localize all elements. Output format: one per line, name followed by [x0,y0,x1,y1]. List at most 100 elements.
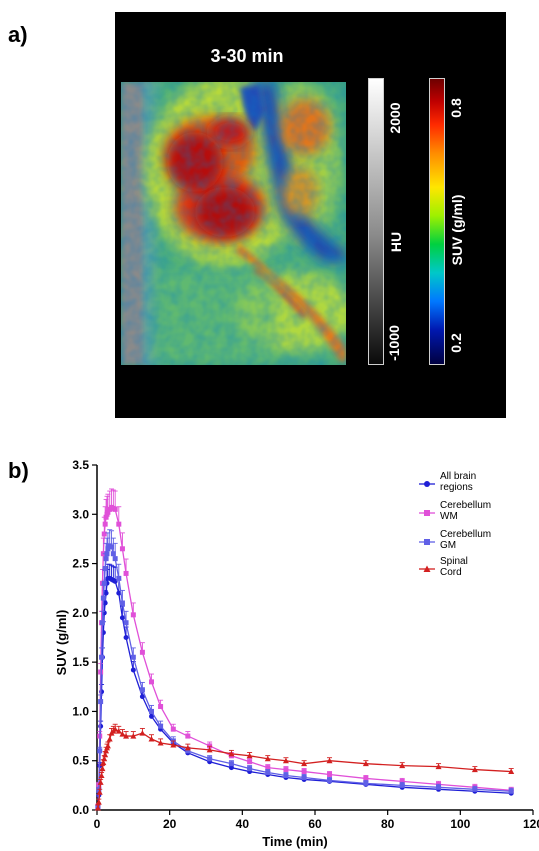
data-point [98,699,104,705]
data-point [185,733,191,739]
data-point [119,546,125,552]
data-point [102,566,108,571]
data-point [105,546,111,552]
data-point [170,726,176,732]
data-point [139,730,146,736]
panel-b-label: b) [8,458,29,483]
legend-marker [424,539,430,545]
data-point [109,544,115,550]
data-point [130,667,136,673]
legend-entry: Cerebellum WM [419,500,491,522]
data-point [436,784,442,790]
data-point [97,779,104,785]
data-point [123,635,129,640]
data-point [399,782,405,788]
legend-entry: Spinal Cord [419,556,468,578]
data-point [123,620,129,626]
data-point [508,788,514,794]
data-point [399,762,406,769]
data-point [264,755,271,762]
legend-entry: Cerebellum GM [419,529,491,551]
data-point [102,751,109,758]
hu-colorbar-max: 2000 [387,102,403,134]
pet-ct-image-panel: 3-30 min 2000 HU -1000 0.8 SUV (g/ml) 0.… [115,12,506,418]
suv-time-activity-chart: 0 20 40 60 80 100 120 0.0 0.5 1.0 1.5 2.0 2.5 3.0 3.5 T… [54,458,539,849]
data-point [471,766,478,773]
data-point [97,748,103,754]
chart-series-group [94,488,515,811]
data-point [435,763,442,770]
data-point [102,521,108,527]
data-point [101,755,108,762]
data-point [327,772,333,778]
data-point [116,575,122,581]
data-point [327,777,333,783]
pet-time-window-label: 3-30 min [210,46,284,66]
series-cerebellum-gm [95,529,514,811]
data-point [119,731,126,737]
legend-marker [424,481,430,487]
legend-label: All brain regions [440,471,476,493]
data-point [283,773,289,778]
data-point [158,704,164,709]
data-point [112,506,118,512]
legend-label: Cerebellum WM [440,500,491,522]
y-tick-label: 2.5 [72,557,89,571]
y-tick-label: 1.0 [72,704,89,718]
data-point [104,551,110,557]
data-point [119,615,125,621]
data-point [112,726,119,732]
data-point [265,765,271,771]
x-tick-label: 120 [523,817,539,831]
data-point [472,786,478,792]
y-tick-label: 1.5 [72,655,89,669]
x-axis-title: Time (min) [262,834,328,849]
data-point [301,769,307,775]
data-point [110,551,116,557]
data-point [103,590,109,596]
data-point [101,580,107,586]
data-point [149,708,154,714]
data-point [96,789,103,795]
chart-legend: All brain regions Cerebellum WM Cerebellum GM… [419,471,491,578]
data-point [301,774,307,780]
data-point [246,752,253,759]
data-point [149,679,154,685]
hu-colorbar-label: HU [388,231,404,253]
data-point [94,805,101,811]
x-tick-label: 40 [236,817,250,831]
legend-marker [424,510,430,516]
data-point [184,744,191,751]
data-point [112,556,118,562]
data-point [119,600,125,606]
data-point [228,750,235,757]
data-point [130,733,137,739]
data-point [99,620,105,626]
suv-colorbar-min: 0.2 [448,333,464,353]
data-point [104,742,111,749]
data-point [100,759,107,766]
data-point [399,778,405,784]
legend-entry: All brain regions [419,471,476,493]
data-point [247,766,253,772]
chart-axes: 0 20 40 60 80 100 120 0.0 0.5 1.0 1.5 2.0 2.5 3.0 3.5 T… [54,458,539,849]
data-point [96,787,102,793]
x-tick-label: 0 [94,817,101,831]
data-point [283,767,289,773]
data-point [103,514,109,520]
data-point [326,757,333,764]
data-point [116,590,122,596]
suv-colorbar [429,78,445,365]
data-point [98,772,105,778]
legend-label: Cerebellum GM [440,529,491,551]
data-point [207,756,213,762]
data-point [101,531,107,537]
data-point [130,654,136,660]
data-point [139,649,145,655]
y-axis-title: SUV (g/ml) [54,610,69,676]
y-tick-label: 0.0 [72,803,89,817]
data-point [123,733,130,739]
data-point [130,612,136,618]
data-point [282,757,289,764]
y-tick-label: 3.0 [72,507,89,521]
